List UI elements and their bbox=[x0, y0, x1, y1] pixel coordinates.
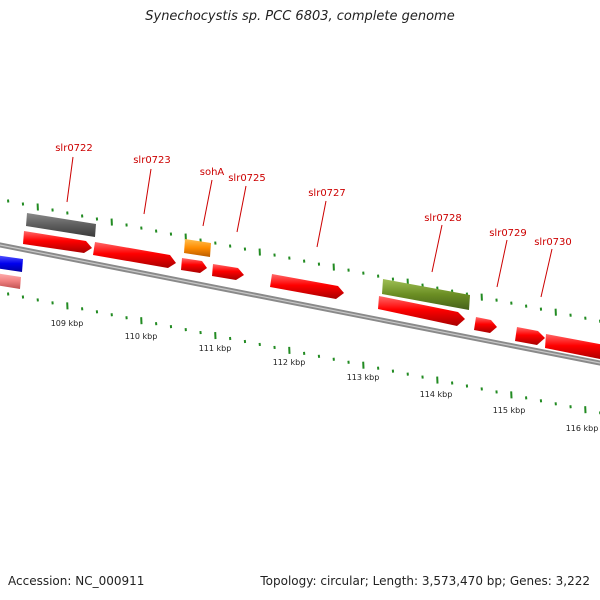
leader-slr0722 bbox=[66, 156, 74, 203]
gene-slr0722-block bbox=[26, 213, 96, 237]
gene-next-arrow bbox=[545, 334, 600, 359]
scale-label-109kbp: 109 kbp bbox=[51, 319, 84, 328]
gene-label-slr0723: slr0723 bbox=[133, 155, 171, 166]
gene-leader-lines bbox=[66, 156, 553, 298]
gene-label-slr0722: slr0722 bbox=[55, 143, 93, 154]
scale-label-114kbp: 114 kbp bbox=[420, 390, 453, 399]
gene-slr0730-arrow bbox=[515, 327, 545, 345]
leader-slr0729 bbox=[496, 239, 508, 288]
gene-label-slr0728: slr0728 bbox=[424, 213, 462, 224]
gene-slr0725-arrow bbox=[212, 264, 244, 280]
genome-backbone-highlight bbox=[0, 244, 600, 364]
gene-label-slr0730: slr0730 bbox=[534, 237, 572, 248]
gene-sohA-arrow bbox=[181, 258, 207, 273]
leader-sohA bbox=[202, 179, 213, 227]
leader-slr0727 bbox=[316, 200, 327, 248]
gene-label-slr0725: slr0725 bbox=[228, 173, 266, 184]
leader-slr0723 bbox=[143, 168, 152, 215]
leader-slr0730 bbox=[540, 248, 553, 298]
gene-label-group: slr0722 slr0723 sohA slr0725 slr0727 slr… bbox=[55, 143, 572, 248]
leader-slr0728 bbox=[431, 224, 443, 273]
lower-scale-ticks bbox=[7, 292, 600, 415]
gene-sohA-block bbox=[184, 239, 211, 257]
genome-stats-text: Topology: circular; Length: 3,573,470 bp… bbox=[260, 574, 590, 588]
leader-slr0725 bbox=[236, 185, 247, 233]
scale-label-110kbp: 110 kbp bbox=[125, 332, 158, 341]
gene-slr0722-arrow bbox=[23, 231, 92, 253]
gene-slr0723-arrow bbox=[93, 242, 176, 268]
scale-label-111kbp: 111 kbp bbox=[199, 344, 232, 353]
gene-left-pink-block bbox=[0, 273, 21, 289]
genome-title: Synechocystis sp. PCC 6803, complete gen… bbox=[145, 9, 455, 24]
accession-text: Accession: NC_000911 bbox=[8, 574, 145, 588]
gene-slr0728-arrow bbox=[378, 296, 465, 326]
scale-label-116kbp: 116 kbp bbox=[566, 424, 599, 433]
gene-left-blue-block bbox=[0, 255, 23, 272]
gene-slr0729-arrow bbox=[474, 317, 497, 333]
gene-label-slr0729: slr0729 bbox=[489, 228, 527, 239]
scale-label-113kbp: 113 kbp bbox=[347, 373, 380, 382]
scale-label-112kbp: 112 kbp bbox=[273, 358, 306, 367]
scale-label-115kbp: 115 kbp bbox=[493, 406, 526, 415]
scale-label-group: 109 kbp 110 kbp 111 kbp 112 kbp 113 kbp … bbox=[51, 319, 599, 433]
gene-blocks bbox=[0, 213, 600, 359]
gene-label-sohA: sohA bbox=[200, 167, 225, 178]
gene-label-slr0727: slr0727 bbox=[308, 188, 346, 199]
gene-slr0727-arrow bbox=[270, 274, 344, 299]
gene-slr0728-block bbox=[382, 279, 470, 310]
upper-scale-ticks bbox=[7, 199, 600, 323]
